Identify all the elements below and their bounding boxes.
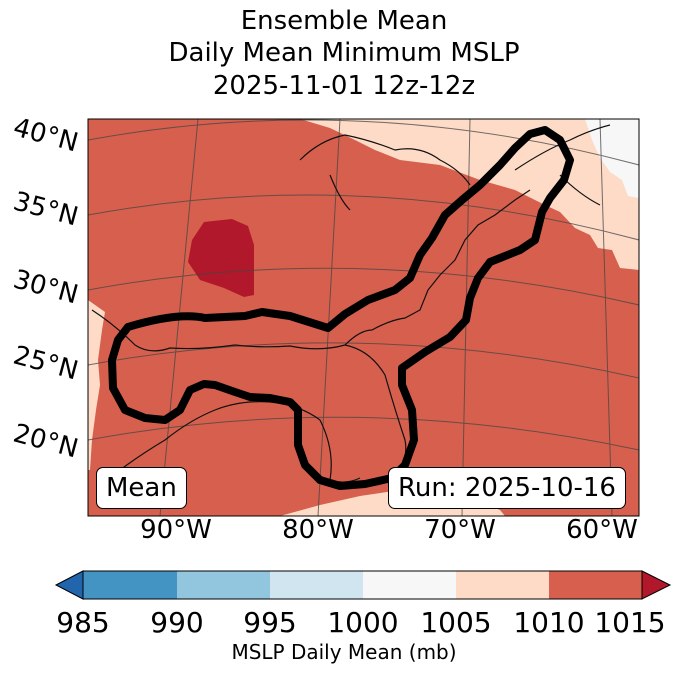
colorbar-bin-1000-1005 [363, 571, 456, 599]
run-date-box: Run: 2025-10-16 [388, 467, 626, 509]
colorbar-bin-995-1000 [270, 571, 363, 599]
title-line-3: 2025-11-01 12z-12z [212, 71, 476, 101]
map-frame [87, 118, 640, 517]
title-line-2: Daily Mean Minimum MSLP [168, 38, 520, 68]
map-field [88, 119, 639, 516]
colorbar-tick-995: 995 [243, 606, 297, 639]
lon-label-70w: 70°W [424, 515, 496, 545]
field-1005-1010-northeast [300, 119, 639, 270]
colorbar-tick-1010: 1010 [513, 606, 585, 639]
colorbar-bin-1010-1015 [549, 571, 642, 599]
lon-label-90w: 90°W [140, 515, 212, 545]
colorbar-tick-990: 990 [150, 606, 204, 639]
mean-box: Mean [96, 467, 187, 509]
title-line-1: Ensemble Mean [240, 6, 448, 36]
colorbar-tick-985: 985 [56, 606, 110, 639]
colorbar-extend-high [641, 570, 672, 600]
lon-label-60w: 60°W [566, 515, 638, 545]
contour-1010mb [108, 126, 574, 490]
colorbar-extend-low [54, 570, 84, 600]
colorbar-label: MSLP Daily Mean (mb) [231, 640, 457, 664]
colorbar-tick-1005: 1005 [420, 606, 492, 639]
colorbar [54, 570, 672, 600]
field-1005-1010-southwest [88, 300, 105, 470]
colorbar-bin-1005-1010 [456, 571, 549, 599]
lon-label-80w: 80°W [282, 515, 354, 545]
colorbar-tick-1015: 1015 [594, 606, 666, 639]
colorbar-frame [82, 570, 643, 600]
field-above-1015 [188, 219, 254, 297]
colorbar-bin-985-990 [83, 571, 177, 599]
colorbar-bin-990-995 [177, 571, 270, 599]
colorbar-tick-1000: 1000 [327, 606, 399, 639]
